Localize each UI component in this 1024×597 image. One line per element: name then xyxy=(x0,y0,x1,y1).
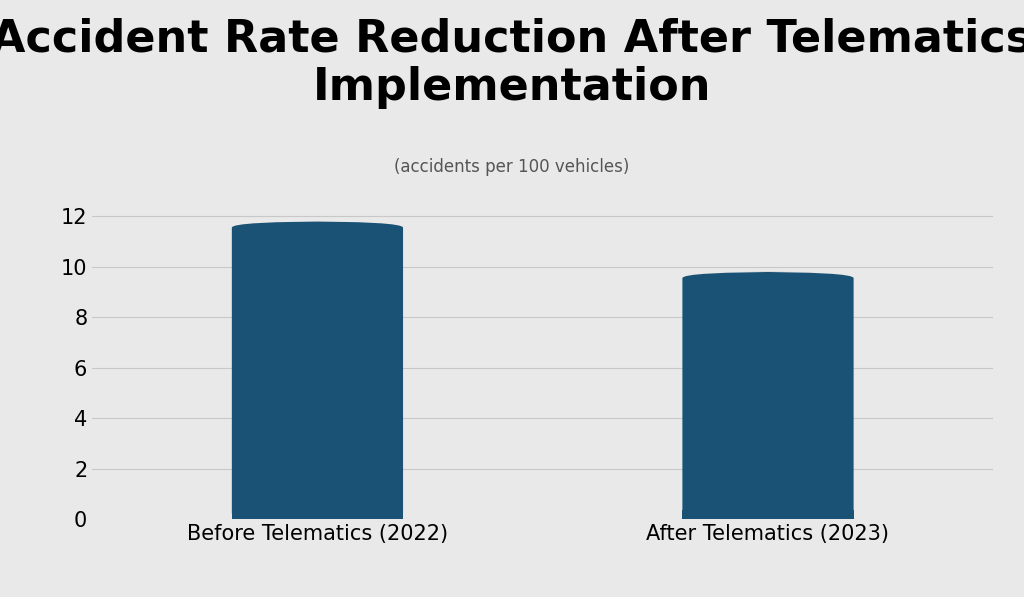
Text: Accident Rate Reduction After Telematics
Implementation: Accident Rate Reduction After Telematics… xyxy=(0,18,1024,109)
FancyBboxPatch shape xyxy=(682,272,854,519)
Text: (accidents per 100 vehicles): (accidents per 100 vehicles) xyxy=(394,158,630,176)
FancyBboxPatch shape xyxy=(231,221,403,519)
Bar xyxy=(231,510,403,519)
Bar xyxy=(682,510,854,519)
